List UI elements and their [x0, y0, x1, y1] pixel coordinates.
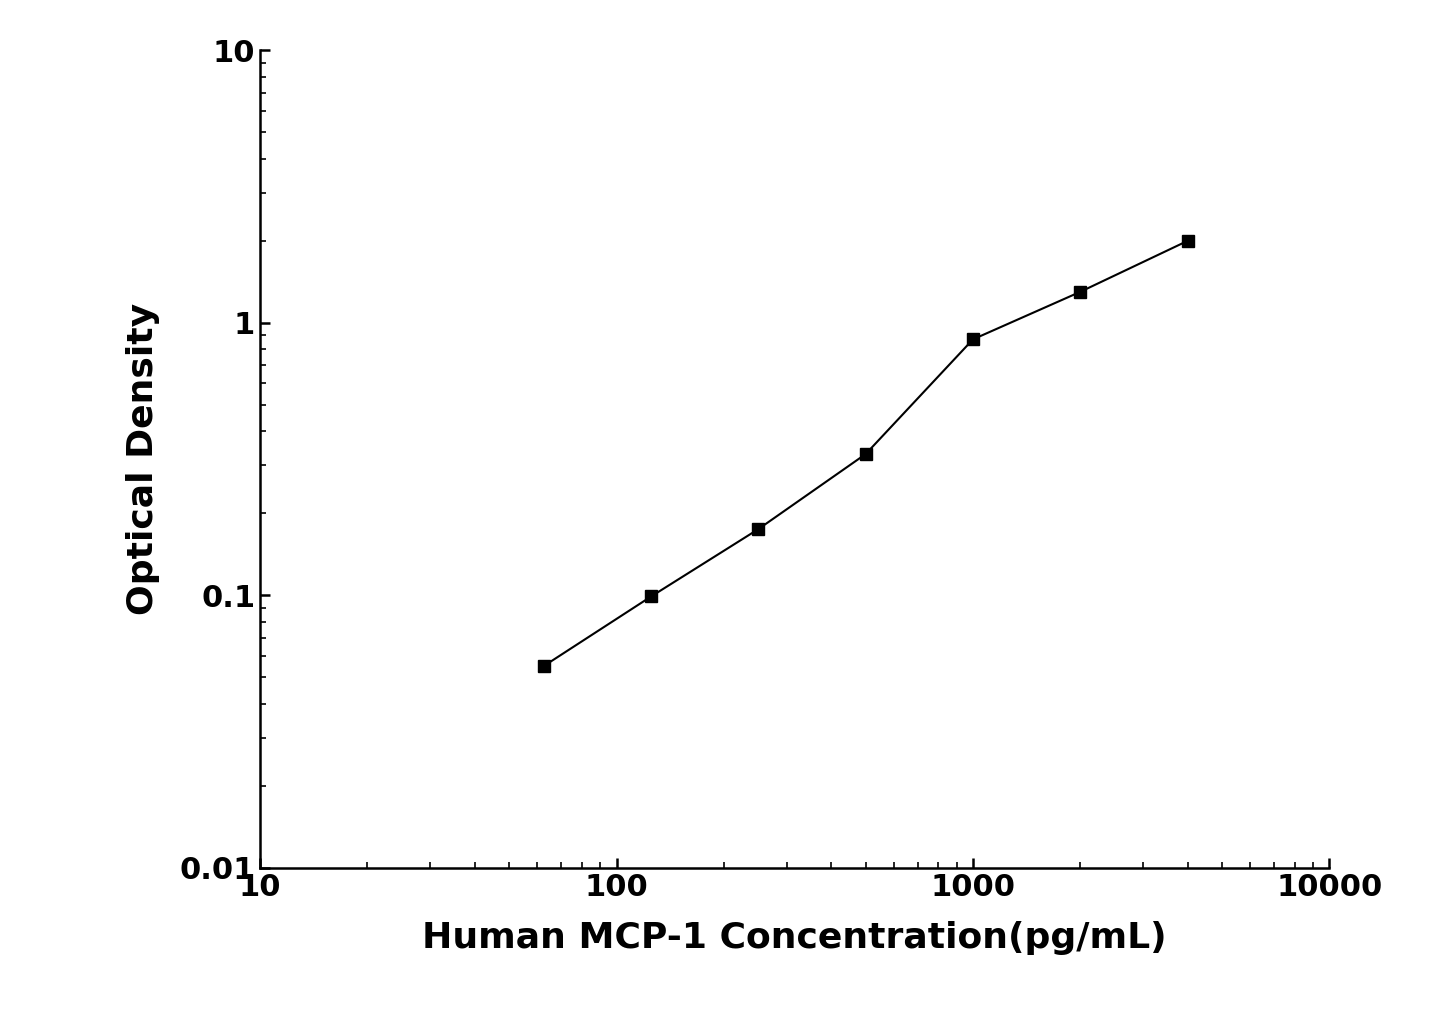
- Y-axis label: Optical Density: Optical Density: [126, 303, 160, 615]
- X-axis label: Human MCP-1 Concentration(pg/mL): Human MCP-1 Concentration(pg/mL): [422, 921, 1168, 956]
